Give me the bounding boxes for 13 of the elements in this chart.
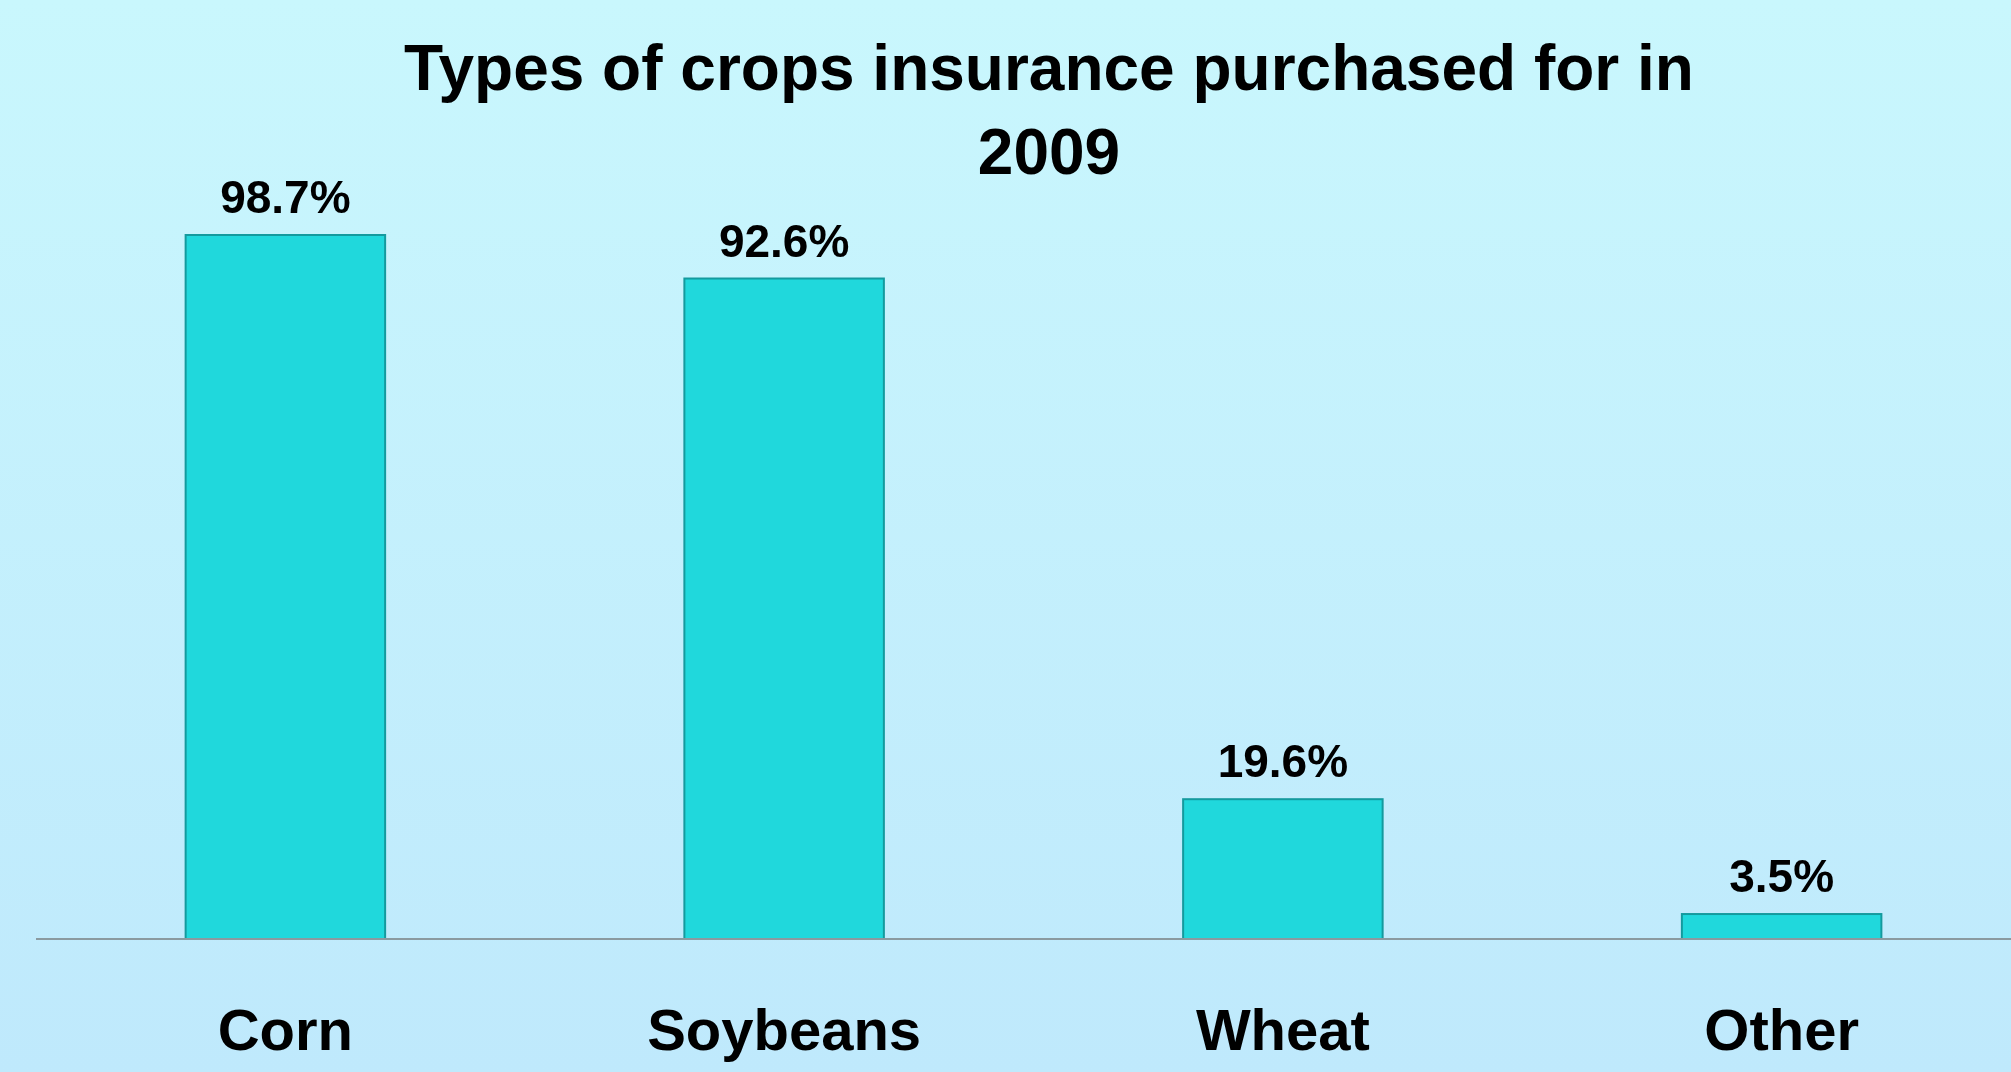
data-label: 19.6% (1217, 735, 1349, 788)
bar (683, 277, 885, 940)
x-tick-label: Soybeans (647, 997, 922, 1062)
bar (184, 234, 387, 940)
x-tick-label: Other (1704, 997, 1859, 1062)
data-label: 92.6% (718, 214, 850, 267)
x-tick-label: Corn (217, 997, 354, 1062)
bar (1680, 913, 1883, 940)
x-tick-label: Wheat (1195, 997, 1370, 1062)
data-label: 98.7% (220, 171, 351, 223)
bar (1182, 798, 1384, 940)
chart-title: Types of crops insurance purchased for in 2009 (404, 32, 1694, 188)
data-label: 3.5% (1729, 850, 1835, 903)
